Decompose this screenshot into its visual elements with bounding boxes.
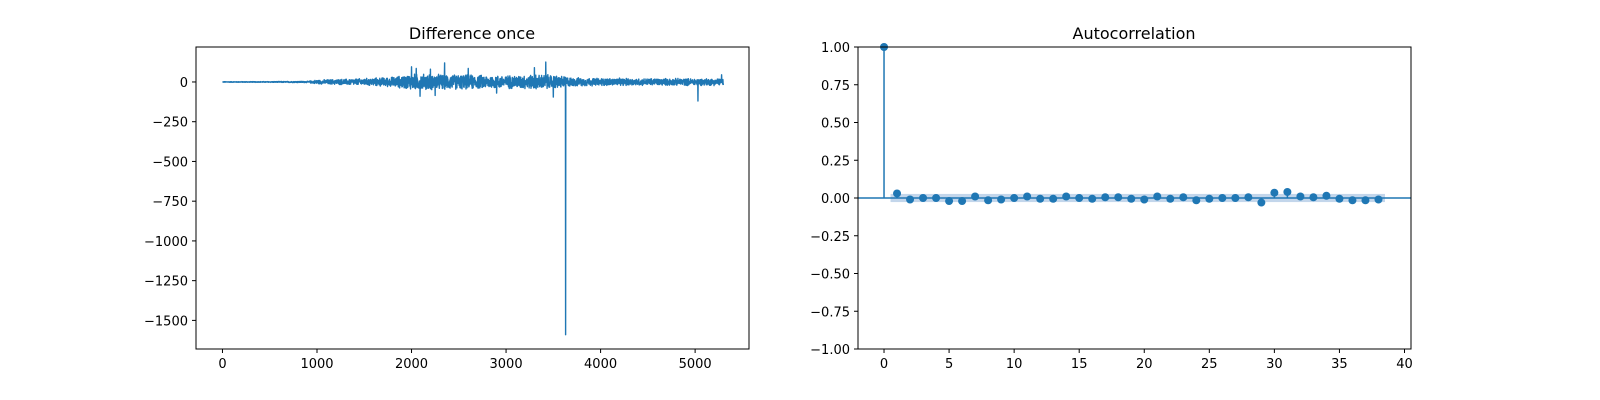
diff-y-tick-label: −1250 <box>144 275 188 290</box>
acf-point <box>997 195 1006 204</box>
acf-y-tick-label: 0.00 <box>821 192 850 207</box>
acf-x-tick-label: 0 <box>880 357 888 372</box>
autocorrelation-title: Autocorrelation <box>1073 24 1196 43</box>
difference-once-chart: Difference once 0 1000 2000 3000 4000 5000 0 −… <box>144 24 750 372</box>
acf-point <box>1114 193 1123 202</box>
difference-once-series-line <box>221 61 724 336</box>
acf-point <box>1244 193 1253 202</box>
acf-point <box>1023 192 1032 201</box>
acf-y-tick-label: 0.75 <box>821 79 850 94</box>
acf-y-tick-label: −0.75 <box>810 305 850 320</box>
acf-point <box>932 194 941 202</box>
acf-point <box>1309 193 1318 202</box>
acf-x-tick-label: 5 <box>945 357 953 372</box>
diff-y-tick-label: −1500 <box>144 314 188 329</box>
acf-y-tick-label: 1.00 <box>821 41 850 56</box>
acf-x-tick-label: 40 <box>1396 357 1413 372</box>
acf-point <box>1335 194 1344 203</box>
diff-y-tick-label: −250 <box>152 116 188 131</box>
diff-y-tick-label: −500 <box>152 155 188 170</box>
acf-point <box>1348 196 1357 205</box>
acf-point <box>1296 192 1305 201</box>
acf-point <box>1140 195 1149 204</box>
acf-x-tick-label: 30 <box>1266 357 1283 372</box>
acf-y-tick-label: −1.00 <box>810 343 850 358</box>
autocorrelation-y-axis: 1.00 0.75 0.50 0.25 0.00 −0.25 −0.50 −0.75 −1.00 <box>810 41 858 358</box>
diff-y-tick-label: −1000 <box>144 235 188 250</box>
difference-once-title: Difference once <box>409 24 535 43</box>
acf-point <box>1231 194 1240 202</box>
diff-x-tick-label: 4000 <box>584 357 617 372</box>
acf-point <box>906 195 915 204</box>
acf-point <box>984 196 993 205</box>
autocorrelation-axes-frame <box>857 46 1412 350</box>
acf-point <box>1166 194 1175 203</box>
diff-x-tick-label: 0 <box>218 357 226 372</box>
acf-point <box>945 197 954 206</box>
acf-point <box>1153 192 1162 201</box>
difference-once-axes-frame <box>195 46 750 350</box>
acf-point <box>1101 193 1110 202</box>
acf-x-tick-label: 20 <box>1136 357 1153 372</box>
difference-once-plot-area <box>221 61 724 336</box>
acf-y-tick-label: 0.25 <box>821 154 850 169</box>
acf-point <box>971 192 980 201</box>
acf-point <box>1192 196 1201 205</box>
acf-point <box>1322 191 1331 200</box>
acf-x-tick-label: 25 <box>1201 357 1218 372</box>
diff-x-tick-label: 2000 <box>395 357 428 372</box>
acf-point <box>1127 194 1136 203</box>
acf-point <box>919 194 928 202</box>
acf-y-tick-label: 0.50 <box>821 117 850 132</box>
acf-point <box>1270 188 1279 197</box>
autocorrelation-plot-area <box>858 43 1411 207</box>
diff-x-tick-label: 3000 <box>490 357 523 372</box>
autocorrelation-x-axis: 0 5 10 15 20 25 30 35 40 <box>880 349 1413 372</box>
acf-point <box>1010 194 1019 202</box>
acf-y-tick-label: −0.50 <box>810 268 850 283</box>
difference-once-y-axis: 0 −250 −500 −750 −1000 −1250 −1500 <box>144 76 196 329</box>
acf-point <box>1036 194 1045 203</box>
acf-point <box>1283 187 1292 196</box>
acf-x-tick-label: 35 <box>1331 357 1348 372</box>
acf-point <box>1374 195 1383 204</box>
acf-x-tick-label: 10 <box>1006 357 1023 372</box>
acf-point <box>1049 194 1058 203</box>
acf-point <box>893 189 902 198</box>
diff-x-tick-label: 1000 <box>300 357 333 372</box>
acf-point <box>1257 198 1266 207</box>
diff-y-tick-label: −750 <box>152 195 188 210</box>
acf-point <box>1062 192 1071 201</box>
acf-point <box>1088 194 1097 203</box>
acf-y-tick-label: −0.25 <box>810 230 850 245</box>
acf-x-tick-label: 15 <box>1071 357 1088 372</box>
acf-point <box>1205 194 1214 203</box>
diff-x-tick-label: 5000 <box>679 357 712 372</box>
autocorrelation-chart: Autocorrelation 0 5 10 15 20 25 30 35 40 1.00 0.7… <box>810 24 1413 372</box>
acf-point <box>1179 193 1188 202</box>
acf-point <box>1075 194 1084 202</box>
acf-point <box>958 197 967 206</box>
acf-point <box>1218 194 1227 202</box>
acf-point <box>1361 196 1370 205</box>
diff-y-tick-label: 0 <box>180 76 188 91</box>
difference-once-x-axis: 0 1000 2000 3000 4000 5000 <box>218 349 712 372</box>
